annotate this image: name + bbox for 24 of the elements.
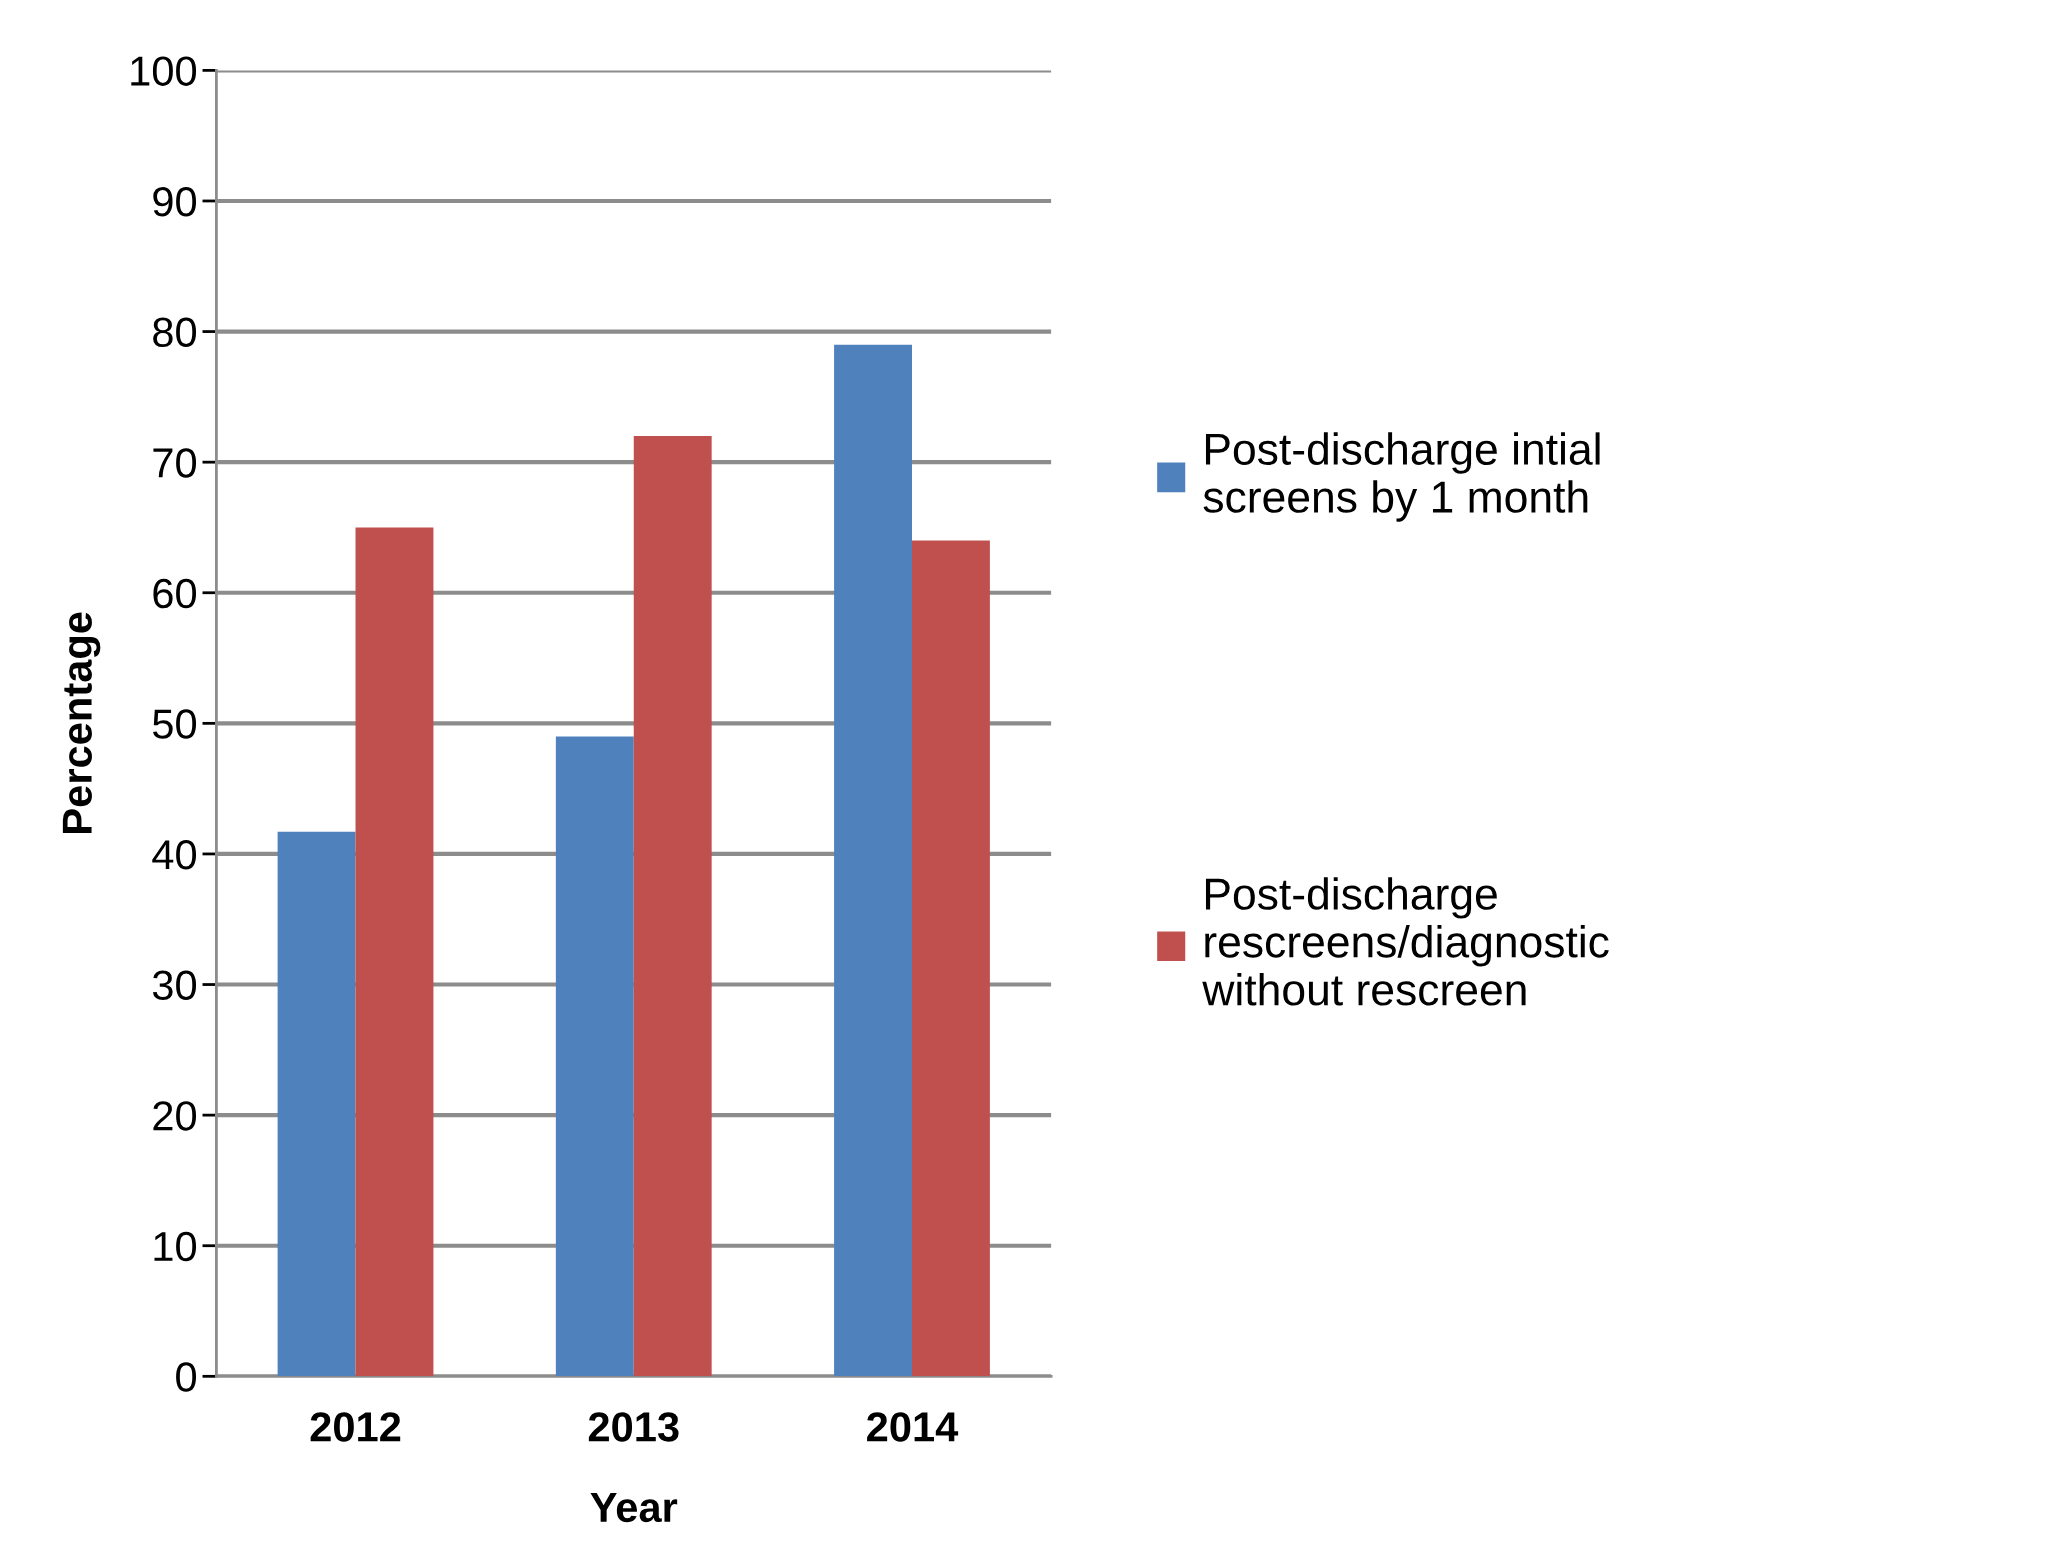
bar xyxy=(834,344,912,1377)
legend-label: Post-discharge rescreens/diagnostic without rescreen xyxy=(1202,877,1609,1006)
y-tick-label: 30 xyxy=(152,970,197,1001)
y-tick-label: 40 xyxy=(152,839,197,870)
x-tick-label: 2014 xyxy=(867,1412,959,1442)
y-tick-label: 20 xyxy=(153,1101,197,1131)
bar xyxy=(911,540,990,1377)
y-tick-label: 0 xyxy=(176,1362,197,1392)
x-axis-title: Year xyxy=(590,1493,678,1523)
y-tick-label: 10 xyxy=(154,1231,197,1262)
y-tick-label: 80 xyxy=(153,317,197,348)
x-tick-label: 2013 xyxy=(588,1412,679,1442)
bar xyxy=(555,736,634,1377)
x-tick-label: 2012 xyxy=(310,1412,401,1442)
y-tick-label: 50 xyxy=(152,709,197,739)
bar xyxy=(277,831,356,1377)
y-tick-label: 70 xyxy=(153,448,197,478)
legend-label: Post-discharge intial screens by 1 month xyxy=(1203,432,1600,522)
y-tick-label: 90 xyxy=(153,186,197,217)
bar xyxy=(633,436,712,1377)
bar xyxy=(355,527,434,1377)
y-axis-title: Percentage xyxy=(62,612,101,833)
y-tick-label: 100 xyxy=(131,56,197,86)
y-tick-label: 60 xyxy=(153,578,197,609)
